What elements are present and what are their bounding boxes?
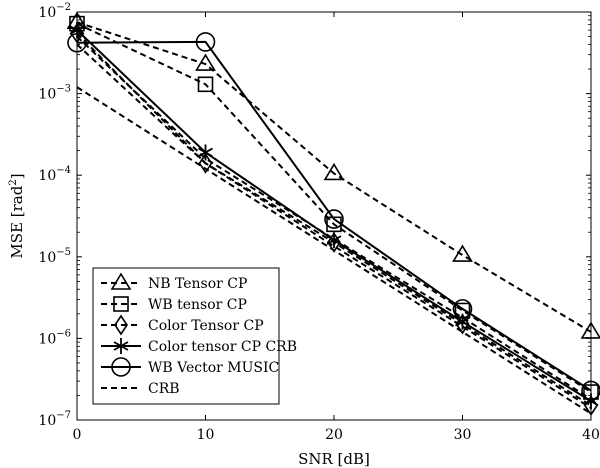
x-tick-label: 20 xyxy=(325,427,343,443)
y-tick-label: 10−5 xyxy=(38,247,71,266)
legend-label: Color Tensor CP xyxy=(148,318,264,334)
y-tick-label: 10−7 xyxy=(38,410,71,429)
series-4-line xyxy=(76,40,592,392)
diamond-marker xyxy=(198,152,213,174)
legend-label: Color tensor CP CRB xyxy=(148,339,297,355)
square-marker xyxy=(113,296,129,312)
series-0-line xyxy=(76,21,592,333)
legend-label: WB Vector MUSIC xyxy=(148,360,279,376)
star-marker-stroke xyxy=(113,341,129,351)
diamond-marker xyxy=(114,314,128,336)
legend-entry: WB tensor CP xyxy=(101,296,247,313)
reference-1-line xyxy=(76,43,592,409)
star-marker-stroke xyxy=(326,235,342,245)
triangle-marker xyxy=(452,244,473,262)
legend-label: NB Tensor CP xyxy=(148,276,247,292)
y-tick-label: 10−2 xyxy=(38,2,71,21)
triangle-marker xyxy=(323,162,345,181)
circle-marker xyxy=(195,32,216,52)
series-1-line xyxy=(76,22,592,393)
x-tick-label: 40 xyxy=(582,427,600,443)
star-marker xyxy=(198,144,213,161)
x-axis-label: SNR [dB] xyxy=(298,450,370,468)
legend-entry: WB Vector MUSIC xyxy=(101,357,279,377)
legend-entry: CRB xyxy=(101,381,180,397)
x-tick-label: 30 xyxy=(454,427,472,443)
reference-0-line xyxy=(76,35,592,401)
triangle-marker xyxy=(195,53,216,71)
legend-entry: NB Tensor CP xyxy=(101,272,247,292)
y-axis-label-end: ] xyxy=(8,173,26,179)
legend-entry: Color Tensor CP xyxy=(101,314,264,336)
star-marker xyxy=(113,338,129,354)
legend: NB Tensor CP WB tensor CP Color Tensor CP C… xyxy=(92,267,297,405)
legend-label: CRB xyxy=(148,381,180,397)
legend-entry: Color tensor CP CRB xyxy=(101,338,297,355)
circle-marker xyxy=(111,357,131,377)
y-axis-label-main: MSE [rad xyxy=(8,185,26,258)
circle-marker xyxy=(452,299,473,319)
diamond-marker xyxy=(327,231,341,253)
legend-label: WB tensor CP xyxy=(148,297,247,313)
triangle-marker xyxy=(110,272,132,290)
y-tick-label: 10−6 xyxy=(38,328,71,347)
diamond-marker xyxy=(455,313,470,335)
star-marker xyxy=(455,313,470,330)
star-marker-stroke xyxy=(455,316,470,327)
circle-marker xyxy=(324,209,344,229)
axis-ticks: 0 10 20 30 40 10−7 10−6 10−5 10−4 10−3 10−2 xyxy=(38,2,599,443)
star-marker-stroke xyxy=(198,147,213,158)
y-tick-label: 10−3 xyxy=(38,84,71,103)
x-tick-label: 0 xyxy=(73,427,82,443)
y-axis-label: MSE [rad2] xyxy=(8,173,26,258)
star-marker xyxy=(326,232,342,249)
x-tick-label: 10 xyxy=(197,427,215,443)
legend-box xyxy=(92,267,280,405)
y-axis-label-sup: 2 xyxy=(8,179,19,185)
y-tick-label: 10−4 xyxy=(38,165,71,184)
square-marker xyxy=(197,76,214,93)
